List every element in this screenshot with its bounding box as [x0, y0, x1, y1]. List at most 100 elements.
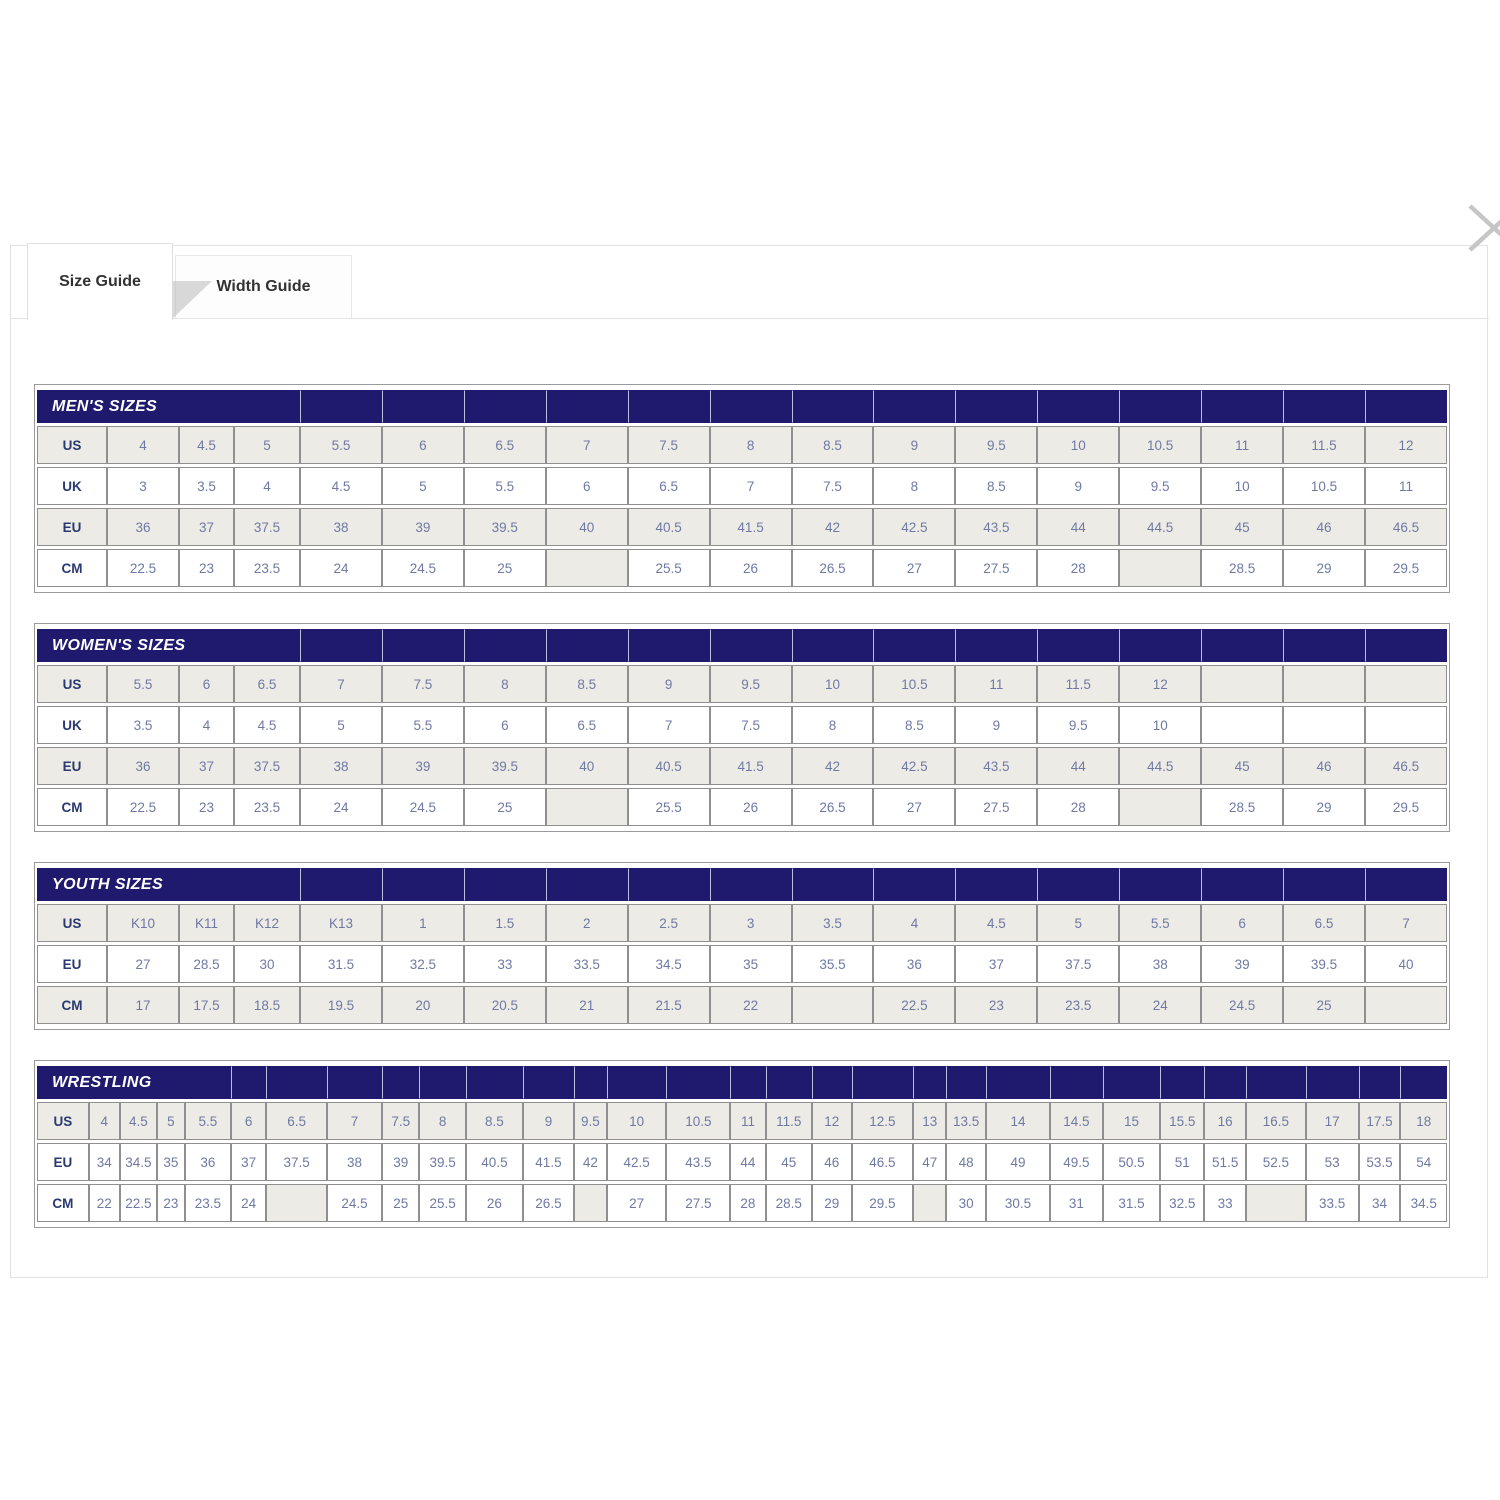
size-cell: 9.5 [709, 665, 792, 703]
size-cell: 5.5 [381, 706, 464, 744]
size-cell: 5.5 [107, 665, 179, 703]
header-filler-cell [1119, 868, 1202, 901]
size-cell: 29.5 [1364, 549, 1447, 587]
size-cell: 25 [382, 1184, 420, 1222]
header-filler-cell [873, 390, 956, 423]
size-cell: 6 [381, 426, 464, 464]
size-cell: 23.5 [1037, 986, 1120, 1024]
size-cell: 13.5 [946, 1102, 986, 1140]
size-cell: 34.5 [627, 945, 710, 983]
size-cell: 24 [300, 549, 382, 587]
tab-shadow [172, 281, 212, 319]
header-filler-cell [419, 1066, 466, 1099]
size-cell: 42.5 [873, 747, 956, 785]
header-filler-cell [1283, 629, 1366, 662]
size-cell: 39.5 [463, 747, 546, 785]
size-cell: 38 [300, 508, 382, 546]
header-filler-cell [1119, 390, 1202, 423]
header-filler-cell [606, 1066, 667, 1099]
size-cell [1365, 665, 1447, 703]
size-cell: 30 [234, 945, 301, 983]
size-cell: 44.5 [1119, 747, 1202, 785]
size-cell: 21 [545, 986, 628, 1024]
size-cell: 36 [107, 747, 179, 785]
close-button[interactable] [1464, 198, 1500, 258]
size-cell: 37.5 [234, 508, 300, 546]
header-filler-cell [791, 390, 874, 423]
size-cell [1365, 986, 1447, 1024]
size-cell: 17.5 [1358, 1102, 1401, 1140]
row-label: UK [37, 467, 107, 505]
size-cell: 41.5 [523, 1143, 574, 1181]
size-cell: 51 [1160, 1143, 1205, 1181]
size-cell: 14 [986, 1102, 1050, 1140]
row-label: EU [37, 508, 107, 546]
size-cell: 26 [465, 1184, 524, 1222]
size-cell: 23 [157, 1184, 185, 1222]
header-filler-cell [955, 390, 1038, 423]
header-filler-cell [523, 1066, 574, 1099]
size-cell: 27 [873, 788, 956, 826]
size-cell: 34.5 [119, 1143, 158, 1181]
size-cell [791, 986, 874, 1024]
header-filler-cell [709, 390, 792, 423]
size-cell: 17.5 [179, 986, 234, 1024]
size-cell: 37.5 [234, 747, 301, 785]
header-filler-cell [326, 1066, 383, 1099]
size-cell: 12 [811, 1102, 852, 1140]
row-label: US [37, 426, 107, 464]
size-cell: 39.5 [419, 1143, 466, 1181]
size-cell [1283, 706, 1366, 744]
tab-size-guide[interactable]: Size Guide [27, 243, 173, 320]
size-tables-container: MEN'S SIZES US 4 4.5 5 5.5 6 6.5 7 7.5 8 8.5 9 9.5 10 1… [34, 384, 1450, 1258]
size-cell: 29.5 [1365, 788, 1447, 826]
size-cell: 43.5 [955, 508, 1038, 546]
size-cell: 4 [179, 706, 234, 744]
size-cell: 31.5 [300, 945, 382, 983]
size-cell: 12 [1119, 665, 1202, 703]
size-cell: 17 [107, 986, 179, 1024]
size-cell: 10.5 [873, 665, 956, 703]
row-label: US [37, 665, 107, 703]
size-cell: 29.5 [851, 1184, 914, 1222]
size-cell: 3 [709, 904, 792, 942]
tab-width-guide-label: Width Guide [216, 278, 311, 295]
size-cell: 4.5 [179, 426, 234, 464]
row-label: US [37, 904, 107, 942]
header-filler-cell [627, 629, 710, 662]
size-cell: 26 [709, 788, 792, 826]
size-cell: 24.5 [326, 1184, 383, 1222]
size-cell: 10.5 [1119, 426, 1202, 464]
size-cell: 23 [179, 788, 234, 826]
close-icon [1468, 204, 1500, 252]
size-cell: 45 [1201, 508, 1284, 546]
size-cell: 22.5 [107, 788, 179, 826]
tab-size-guide-label: Size Guide [59, 273, 141, 290]
header-filler-cell [1160, 1066, 1205, 1099]
size-cell: 37 [955, 945, 1038, 983]
size-cell: 6.5 [234, 665, 301, 703]
size-cell: 52.5 [1246, 1143, 1306, 1181]
size-cell: 7 [326, 1102, 383, 1140]
size-cell: 25.5 [627, 788, 710, 826]
size-cell: 45 [765, 1143, 812, 1181]
size-cell: 4.5 [119, 1102, 158, 1140]
size-cell: 11 [1364, 467, 1447, 505]
size-cell: 13 [913, 1102, 947, 1140]
size-cell: 4.5 [300, 467, 382, 505]
header-filler-cell [1049, 1066, 1103, 1099]
size-cell: 42.5 [873, 508, 956, 546]
size-cell: 49 [986, 1143, 1050, 1181]
header-filler-cell [1037, 629, 1120, 662]
header-filler-cell [463, 629, 546, 662]
size-cell: 28.5 [1201, 788, 1284, 826]
size-cell: 28 [1037, 549, 1120, 587]
size-cell: 10 [1119, 706, 1202, 744]
size-cell: 38 [300, 747, 382, 785]
size-cell: 46 [811, 1143, 852, 1181]
size-cell [1201, 665, 1284, 703]
size-cell: 28.5 [179, 945, 234, 983]
size-cell: 29 [811, 1184, 852, 1222]
size-cell: 23.5 [234, 549, 300, 587]
size-cell: 36 [107, 508, 179, 546]
